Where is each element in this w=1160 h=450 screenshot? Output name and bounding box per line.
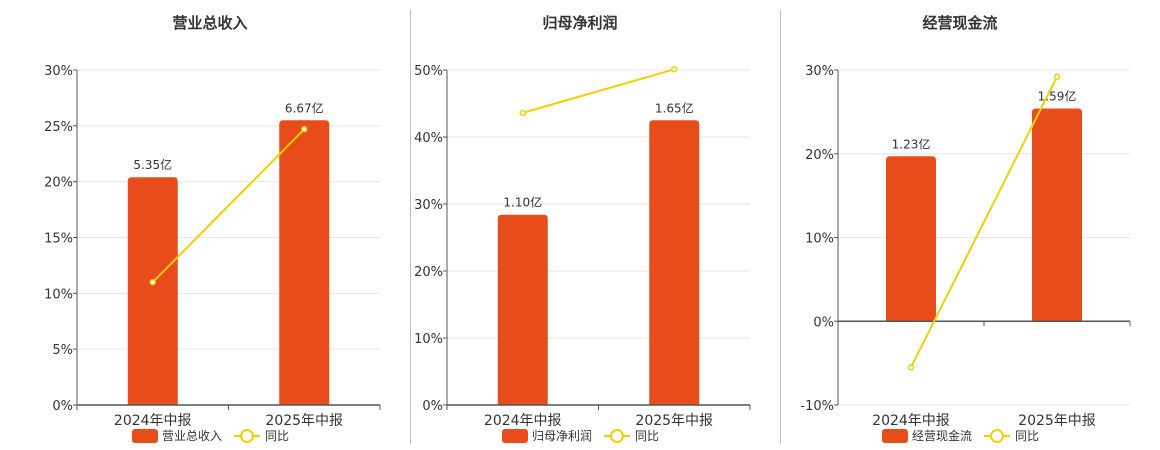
chart-title: 归母净利润 bbox=[542, 14, 617, 32]
legend-bar-label: 经营现金流 bbox=[912, 428, 972, 443]
legend-line-marker bbox=[990, 429, 1004, 443]
y-tick-label: 0% bbox=[813, 315, 834, 330]
yoy-point bbox=[907, 364, 915, 371]
bar-value-label: 1.10亿 bbox=[503, 195, 542, 210]
bar-value-label: 1.65亿 bbox=[655, 100, 694, 115]
y-tick-label: 15% bbox=[44, 232, 73, 247]
y-tick-label: 0% bbox=[422, 399, 443, 414]
y-tick-label: 10% bbox=[805, 232, 834, 247]
y-tick-label: 5% bbox=[52, 343, 73, 358]
x-tick-label: 2024年中报 bbox=[114, 413, 192, 429]
bar bbox=[886, 156, 936, 322]
y-tick-label: 40% bbox=[414, 131, 443, 146]
panel-divider-2 bbox=[780, 10, 781, 444]
legend-line-label: 同比 bbox=[1015, 429, 1039, 443]
y-tick-label: 10% bbox=[44, 287, 73, 302]
yoy-line bbox=[910, 76, 1058, 368]
legend-bar-swatch bbox=[882, 429, 908, 443]
bar bbox=[1032, 108, 1082, 322]
bar bbox=[497, 214, 548, 405]
legend-bar-swatch bbox=[132, 429, 158, 443]
yoy-point bbox=[149, 278, 156, 286]
bar bbox=[279, 120, 330, 405]
bar-value-label: 1.59亿 bbox=[1038, 89, 1077, 104]
yoy-point bbox=[301, 125, 308, 133]
y-tick-label: -10% bbox=[800, 399, 834, 414]
panel-divider-1 bbox=[410, 10, 411, 444]
yoy-point bbox=[671, 66, 678, 73]
y-tick-label: 25% bbox=[44, 120, 73, 135]
bar-value-label: 5.35亿 bbox=[133, 157, 172, 172]
chart-title: 经营现金流 bbox=[922, 14, 997, 32]
legend-bar-label: 归母净利润 bbox=[532, 429, 592, 443]
legend-line-label: 同比 bbox=[635, 429, 659, 443]
x-tick-label: 2024年中报 bbox=[484, 413, 562, 429]
y-tick-label: 20% bbox=[44, 176, 73, 191]
legend-bar-swatch bbox=[502, 429, 528, 443]
yoy-line bbox=[522, 68, 675, 114]
bar-value-label: 6.67亿 bbox=[285, 100, 324, 115]
chart-title: 营业总收入 bbox=[172, 14, 247, 32]
y-tick-label: 20% bbox=[805, 148, 834, 163]
x-tick-label: 2024年中报 bbox=[872, 413, 950, 429]
bar bbox=[127, 177, 178, 405]
yoy-point bbox=[519, 109, 526, 117]
legend-line-marker bbox=[240, 429, 254, 443]
y-tick-label: 30% bbox=[44, 64, 73, 79]
yoy-line bbox=[152, 128, 305, 283]
y-tick-label: 10% bbox=[414, 332, 443, 347]
bar-value-label: 1.23亿 bbox=[892, 136, 931, 151]
x-tick-label: 2025年中报 bbox=[265, 413, 343, 429]
y-tick-label: 30% bbox=[805, 64, 834, 79]
y-tick-label: 30% bbox=[414, 198, 443, 213]
y-tick-label: 50% bbox=[414, 64, 443, 79]
legend-bar-label: 营业总收入 bbox=[162, 429, 222, 443]
y-tick-label: 20% bbox=[414, 265, 443, 280]
x-tick-label: 2025年中报 bbox=[1018, 413, 1096, 429]
bar bbox=[649, 120, 700, 405]
y-tick-label: 0% bbox=[52, 399, 73, 414]
legend-line-marker bbox=[610, 429, 624, 443]
yoy-point bbox=[1053, 73, 1061, 80]
legend-line-label: 同比 bbox=[265, 429, 289, 443]
x-tick-label: 2025年中报 bbox=[635, 413, 713, 429]
